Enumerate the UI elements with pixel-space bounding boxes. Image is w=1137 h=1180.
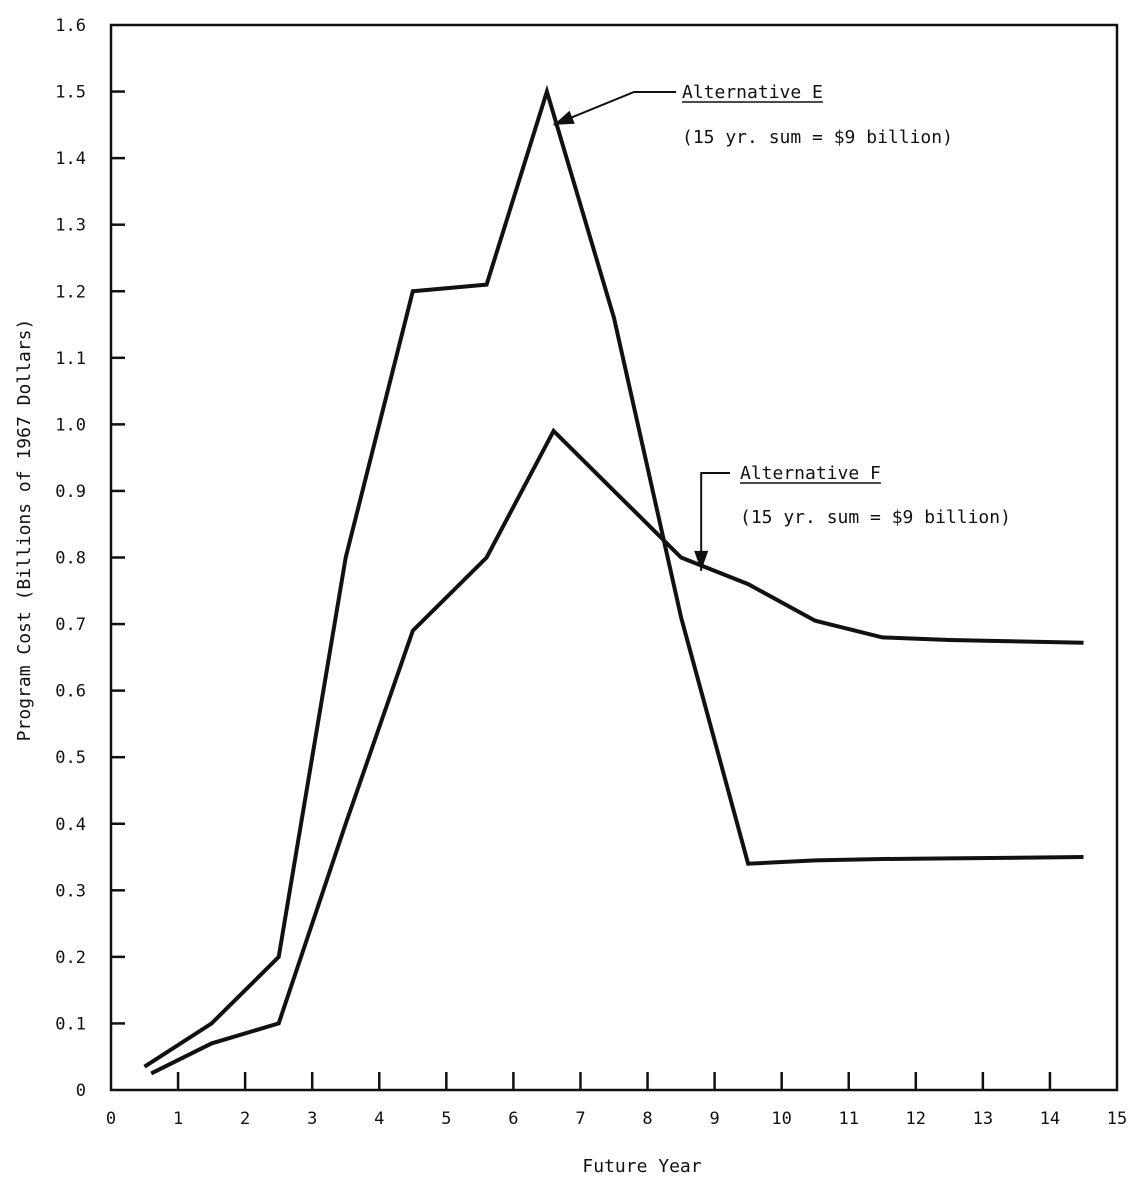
series-line-alternative-f (150, 427, 1084, 1076)
y-tick-label: 1.4 (55, 149, 86, 169)
annotation-arrowhead (553, 110, 575, 125)
x-tick-label: 8 (642, 1109, 652, 1129)
annotations: Alternative E(15 yr. sum = $9 billion)Al… (553, 82, 1011, 571)
x-tick-label: 9 (709, 1109, 719, 1129)
annotation-text: (15 yr. sum = $9 billion) (740, 507, 1011, 528)
x-tick-label: 14 (1040, 1109, 1060, 1129)
y-tick-label: 1.3 (55, 216, 86, 236)
annotation-alternative-e: Alternative E (15 yr. sum = $9 billion) (553, 82, 953, 148)
x-tick-label: 5 (441, 1109, 451, 1129)
series-line-alternative-e (143, 84, 1084, 1069)
x-tick-label: 15 (1107, 1109, 1127, 1129)
annotation-leader (553, 91, 676, 126)
y-tick-label: 0.5 (55, 748, 86, 768)
y-tick-label: 1.2 (55, 282, 86, 302)
y-tick-label: 0.8 (55, 549, 86, 569)
x-tick-label: 10 (771, 1109, 791, 1129)
y-tick-label: 0.2 (55, 948, 86, 968)
plot-frame (109, 23, 1119, 1092)
y-tick-label: 0.7 (55, 615, 86, 635)
y-tick-label: 1.6 (55, 16, 86, 36)
y-tick-label: 0 (76, 1081, 86, 1101)
x-tick-label: 12 (906, 1109, 926, 1129)
y-tick-label: 1.1 (55, 349, 86, 369)
series-lines (143, 84, 1084, 1076)
annotation-arrowhead (694, 550, 709, 571)
x-tick-label: 3 (307, 1109, 317, 1129)
y-tick-label: 0.1 (55, 1014, 86, 1034)
x-tick-label: 0 (106, 1109, 116, 1129)
y-tick-label: 0.3 (55, 881, 86, 901)
x-tick-label: 1 (173, 1109, 183, 1129)
y-tick-label: 1.0 (55, 415, 86, 435)
annotation-alternative-f: Alternative F (15 yr. sum = $9 billion) (694, 463, 1011, 571)
x-tick-label: 11 (838, 1109, 858, 1129)
annotation-leader (700, 472, 730, 571)
annotation-text: (15 yr. sum = $9 billion) (682, 127, 953, 148)
x-tick-label: 6 (508, 1109, 518, 1129)
y-tick-label: 0.9 (55, 482, 86, 502)
y-tick-label: 0.6 (55, 682, 86, 702)
x-tick-label: 2 (240, 1109, 250, 1129)
y-axis-ticks: 0 0.1 0.2 0.3 0.4 0.5 0.6 0.7 0.8 0.9 1.0 1.1 1.2 1.3… (55, 16, 125, 1101)
y-tick-label: 0.4 (55, 815, 86, 835)
x-tick-label: 7 (575, 1109, 585, 1129)
annotation-title: Alternative F (740, 463, 881, 484)
y-tick-label: 1.5 (55, 83, 86, 103)
y-axis-title: Program Cost (Billions of 1967 Dollars) (14, 319, 35, 742)
x-axis-title: Future Year (582, 1156, 701, 1177)
annotation-title: Alternative E (682, 82, 823, 103)
x-axis-ticks: 0 1 2 3 4 5 6 7 8 9 10 11 12 13 14 15 (106, 1072, 1127, 1129)
x-tick-label: 4 (374, 1109, 384, 1129)
x-tick-label: 13 (973, 1109, 993, 1129)
